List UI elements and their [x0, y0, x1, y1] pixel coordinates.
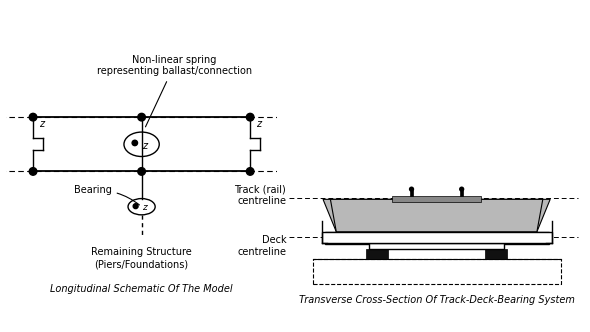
Text: Non-linear spring
representing ballast/connection: Non-linear spring representing ballast/c… [97, 55, 252, 127]
Text: Track (rail)
centreline: Track (rail) centreline [234, 184, 286, 206]
Text: z: z [256, 119, 261, 128]
Bar [392, 197, 481, 202]
Circle shape [30, 113, 37, 121]
Bar [411, 191, 413, 197]
Bar [322, 232, 552, 243]
Circle shape [409, 187, 414, 192]
Text: z: z [39, 119, 44, 128]
Bar [366, 249, 388, 259]
Circle shape [247, 168, 254, 175]
Circle shape [132, 140, 137, 146]
Circle shape [30, 168, 37, 175]
Circle shape [138, 113, 145, 121]
Bar [485, 249, 507, 259]
Text: z: z [142, 203, 147, 212]
Text: z: z [142, 141, 147, 151]
Bar [460, 191, 463, 197]
Bar [313, 259, 560, 284]
Text: Transverse Cross-Section Of Track-Deck-Bearing System: Transverse Cross-Section Of Track-Deck-B… [299, 295, 575, 305]
Bar [324, 232, 549, 244]
Circle shape [138, 168, 145, 175]
Polygon shape [330, 199, 543, 232]
Text: Deck
centreline: Deck centreline [237, 235, 286, 257]
Text: Remaining Structure
(Piers/Foundations): Remaining Structure (Piers/Foundations) [91, 247, 192, 269]
Polygon shape [323, 199, 550, 232]
Circle shape [133, 204, 138, 208]
Circle shape [459, 187, 464, 192]
Bar [369, 243, 504, 249]
Circle shape [247, 113, 254, 121]
Text: Longitudinal Schematic Of The Model: Longitudinal Schematic Of The Model [50, 284, 233, 293]
Text: Bearing: Bearing [74, 186, 139, 205]
